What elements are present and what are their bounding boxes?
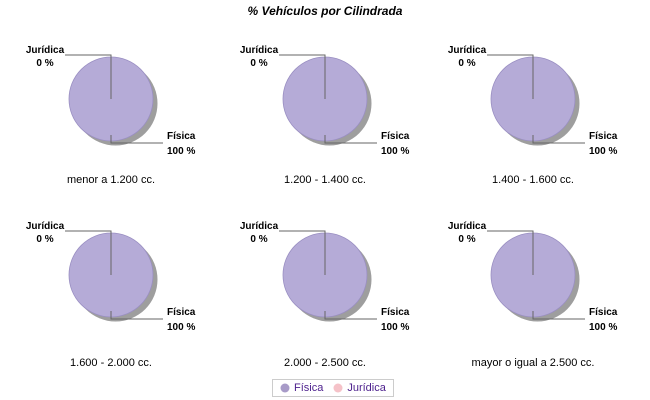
slice-value-fisica: 100 % [167, 146, 195, 157]
slice-value-juridica: 0 % [458, 234, 475, 245]
leader-line-fisica [110, 311, 163, 320]
legend-label-juridica: Jurídica [347, 382, 386, 394]
legend-item-fisica: Física [280, 382, 323, 394]
leader-line-fisica [532, 311, 585, 320]
pie-chart-cell-6: Jurídica 0 % Física 100 % mayor o igual … [428, 213, 638, 370]
slice-label-fisica: Física [381, 131, 410, 142]
pie-chart-cell-3: Jurídica 0 % Física 100 % 1.400 - 1.600 … [428, 37, 638, 187]
juridica-marker-icon [333, 383, 343, 393]
slice-value-juridica: 0 % [250, 234, 267, 245]
slice-label-fisica: Física [589, 131, 618, 142]
leader-line-juridica [65, 54, 112, 99]
pie-chart-cell-4: Jurídica 0 % Física 100 % 1.600 - 2.000 … [6, 213, 216, 370]
pie-chart-cell-1: Jurídica 0 % Física 100 % menor a 1.200 … [6, 37, 216, 187]
slice-value-fisica: 100 % [589, 146, 617, 157]
slice-label-juridica: Jurídica [448, 45, 487, 56]
pie-chart-3: Jurídica 0 % Física 100 % [448, 45, 618, 157]
slice-label-juridica: Jurídica [26, 221, 65, 232]
slice-label-fisica: Física [589, 307, 618, 318]
pie-caption: mayor o igual a 2.500 cc. [471, 357, 595, 369]
slice-value-fisica: 100 % [167, 322, 195, 333]
leader-line-fisica [324, 135, 377, 144]
slice-value-juridica: 0 % [458, 58, 475, 69]
slice-value-fisica: 100 % [381, 322, 409, 333]
slice-value-juridica: 0 % [36, 234, 53, 245]
pie-chart-2: Jurídica 0 % Física 100 % [240, 45, 410, 157]
slice-value-juridica: 0 % [250, 58, 267, 69]
slice-label-juridica: Jurídica [240, 45, 279, 56]
slice-label-juridica: Jurídica [240, 221, 279, 232]
leader-line-fisica [324, 311, 377, 320]
legend-item-juridica: Jurídica [333, 382, 386, 394]
leader-line-juridica [487, 230, 534, 275]
slice-label-fisica: Física [167, 307, 196, 318]
leader-line-fisica [532, 135, 585, 144]
slice-label-juridica: Jurídica [448, 221, 487, 232]
fisica-marker-icon [280, 383, 290, 393]
pie-chart-cell-5: Jurídica 0 % Física 100 % 2.000 - 2.500 … [220, 213, 430, 370]
leader-line-juridica [279, 54, 326, 99]
legend-label-fisica: Física [294, 382, 324, 394]
leader-line-fisica [110, 135, 163, 144]
pie-chart-4: Jurídica 0 % Física 100 % [26, 221, 196, 333]
page-title: % Vehículos por Cilindrada [247, 4, 403, 18]
slice-label-fisica: Física [167, 131, 196, 142]
slice-label-juridica: Jurídica [26, 45, 65, 56]
slice-label-fisica: Física [381, 307, 410, 318]
pie-caption: menor a 1.200 cc. [66, 174, 156, 186]
pie-caption: 1.400 - 1.600 cc. [492, 174, 574, 186]
slice-value-fisica: 100 % [381, 146, 409, 157]
pie-caption: 1.600 - 2.000 cc. [70, 357, 152, 369]
leader-line-juridica [487, 54, 534, 99]
pie-chart-1: Jurídica 0 % Física 100 % [26, 45, 196, 157]
slice-value-fisica: 100 % [589, 322, 617, 333]
leader-line-juridica [65, 230, 112, 275]
leader-line-juridica [279, 230, 326, 275]
pie-chart-cell-2: Jurídica 0 % Física 100 % 1.200 - 1.400 … [220, 37, 430, 187]
pie-caption: 2.000 - 2.500 cc. [284, 357, 366, 369]
pie-chart-6: Jurídica 0 % Física 100 % [448, 221, 618, 333]
slice-value-juridica: 0 % [36, 58, 53, 69]
pie-caption: 1.200 - 1.400 cc. [284, 174, 366, 186]
legend: Física Jurídica [272, 379, 394, 397]
pie-chart-5: Jurídica 0 % Física 100 % [240, 221, 410, 333]
